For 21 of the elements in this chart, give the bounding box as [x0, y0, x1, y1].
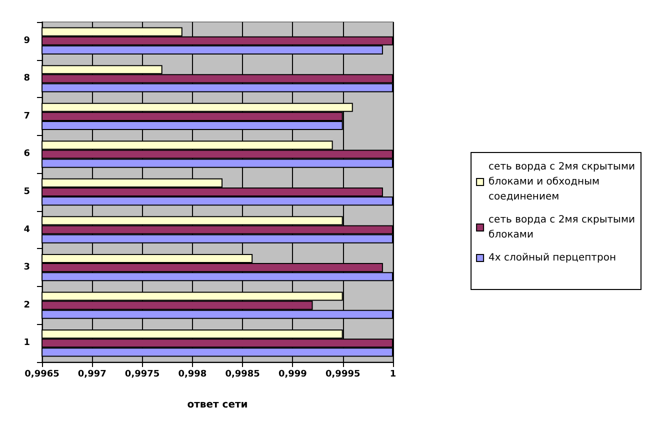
y-tick-label: 6 [24, 149, 30, 160]
x-tick-label: 0,9995 [325, 370, 360, 380]
legend-label: 4х слойный перцептрон [488, 252, 616, 264]
x-tick-label: 0,9975 [124, 370, 160, 380]
y-tick-label: 3 [24, 262, 30, 273]
legend-label: сеть ворда с 2мя скрытыми блоками [488, 214, 636, 240]
x-tick-label: 0,998 [178, 370, 207, 380]
x-tick-label: 0,999 [278, 370, 307, 380]
legend-label: сеть ворда с 2мя скрытыми блоками и обходным соединением [488, 162, 636, 202]
y-tick-label: 2 [24, 300, 30, 310]
x-tick-label: 1 [390, 370, 396, 380]
x-tick-label: 0,9985 [225, 370, 260, 380]
y-tick-label: 7 [24, 111, 30, 122]
y-tick-label: 1 [24, 338, 30, 348]
y-tick-label: 5 [24, 187, 30, 197]
y-tick-label: 9 [24, 36, 30, 46]
y-tick-label: 4 [24, 224, 30, 235]
x-tick-label: 0,997 [78, 370, 106, 380]
y-tick-label: 8 [24, 74, 30, 84]
x-tick-label: 0,9965 [24, 370, 60, 380]
x-axis-title: ответ сети [187, 400, 248, 410]
